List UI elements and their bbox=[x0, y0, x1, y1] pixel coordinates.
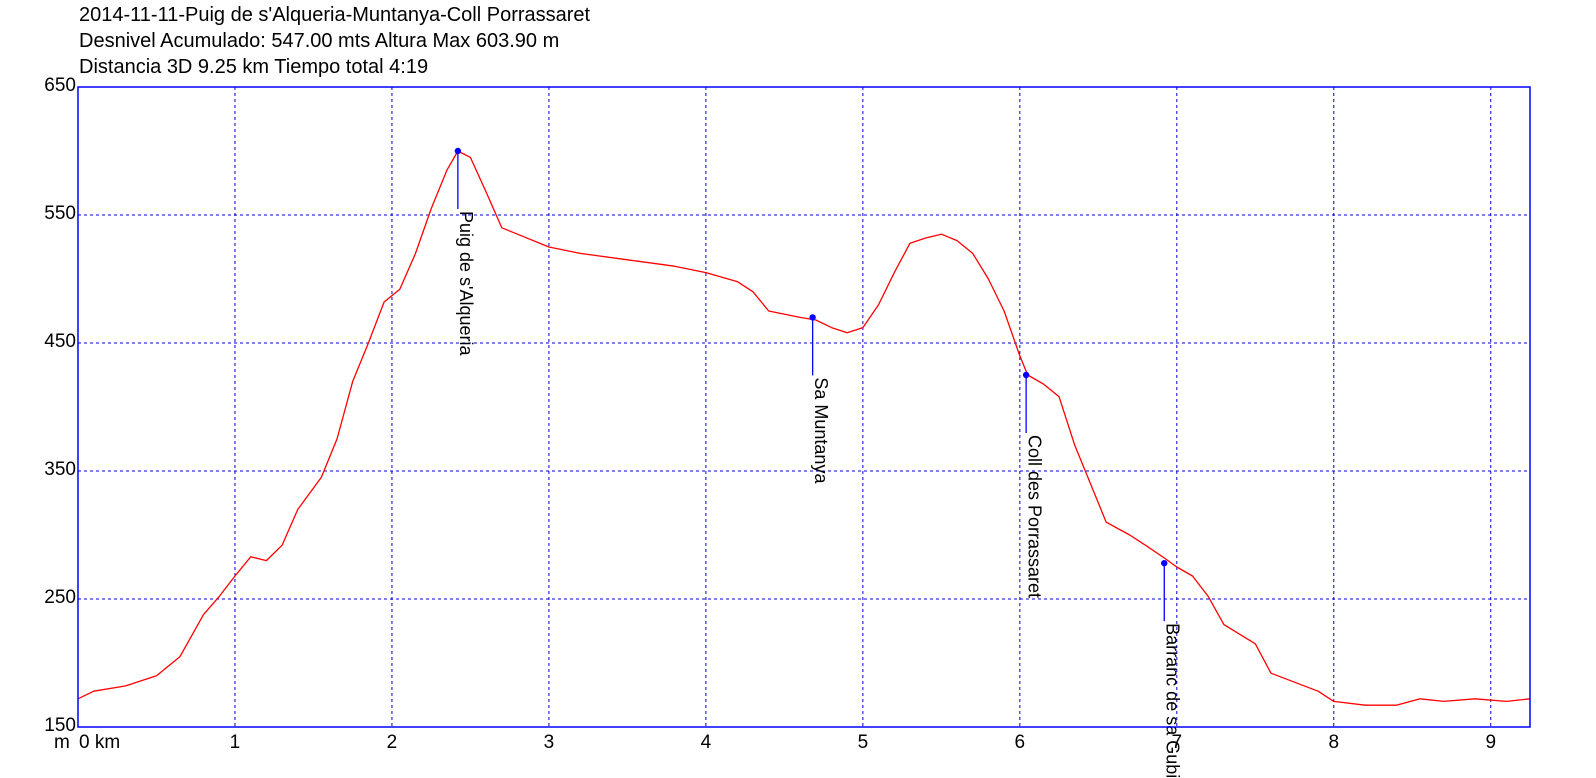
x-tick-label: 3 bbox=[544, 732, 555, 753]
y-tick-label: 650 bbox=[44, 75, 76, 96]
waypoint-marker: Coll des Porrassaret bbox=[1022, 371, 1044, 598]
elevation-summary: Desnivel Acumulado: 547.00 mts Altura Ma… bbox=[79, 30, 560, 52]
axes: 0 km 1 2 3 4 5 6 7 8 9 150 250 350 450 550 650 bbox=[44, 75, 1496, 753]
grid bbox=[78, 87, 1530, 727]
y-tick-label: 150 bbox=[44, 715, 76, 736]
waypoint-label: Puig de s'Alqueria bbox=[456, 211, 476, 357]
waypoint-layer: Puig de s'Alqueria Sa Muntanya Coll des Po… bbox=[454, 147, 1183, 778]
waypoint-dot bbox=[809, 314, 816, 321]
plot-frame bbox=[77, 86, 1531, 728]
waypoint-dot bbox=[1161, 559, 1168, 567]
x-tick-label: 7 bbox=[1172, 732, 1183, 753]
waypoint-dot bbox=[454, 147, 462, 155]
x-tick-label: 8 bbox=[1328, 732, 1339, 753]
waypoint-label: Coll des Porrassaret bbox=[1024, 435, 1044, 598]
waypoint-label: Barranc de sa Gubia bbox=[1163, 623, 1183, 778]
x-tick-label: 4 bbox=[701, 732, 712, 753]
elevation-line bbox=[77, 150, 1531, 706]
waypoint-dot bbox=[1022, 371, 1030, 379]
y-tick-label: 250 bbox=[44, 587, 76, 608]
profile-line-layer bbox=[77, 150, 1531, 706]
distance-summary: Distancia 3D 9.25 km Tiempo total 4:19 bbox=[79, 56, 429, 78]
waypoint-label: Sa Muntanya bbox=[811, 377, 831, 484]
y-tick-label: 350 bbox=[44, 459, 76, 480]
chart-title: 2014-11-11-Puig de s'Alqueria-Muntanya-C… bbox=[79, 4, 591, 26]
x-tick-label: 6 bbox=[1015, 732, 1026, 753]
x-tick-label: 0 km bbox=[79, 732, 120, 753]
y-axis-unit-label: m bbox=[54, 732, 70, 753]
x-tick-label: 1 bbox=[230, 732, 241, 753]
y-tick-label: 550 bbox=[44, 203, 76, 224]
x-tick-label: 2 bbox=[387, 732, 398, 753]
x-tick-label: 9 bbox=[1485, 732, 1496, 753]
chart-title-block: 2014-11-11-Puig de s'Alqueria-Muntanya-C… bbox=[79, 2, 590, 80]
waypoint-marker: Barranc de sa Gubia bbox=[1161, 559, 1183, 778]
waypoint-marker: Sa Muntanya bbox=[809, 314, 831, 484]
waypoint-marker: Puig de s'Alqueria bbox=[454, 147, 476, 357]
y-tick-label: 450 bbox=[44, 331, 76, 352]
x-tick-label: 5 bbox=[858, 732, 869, 753]
